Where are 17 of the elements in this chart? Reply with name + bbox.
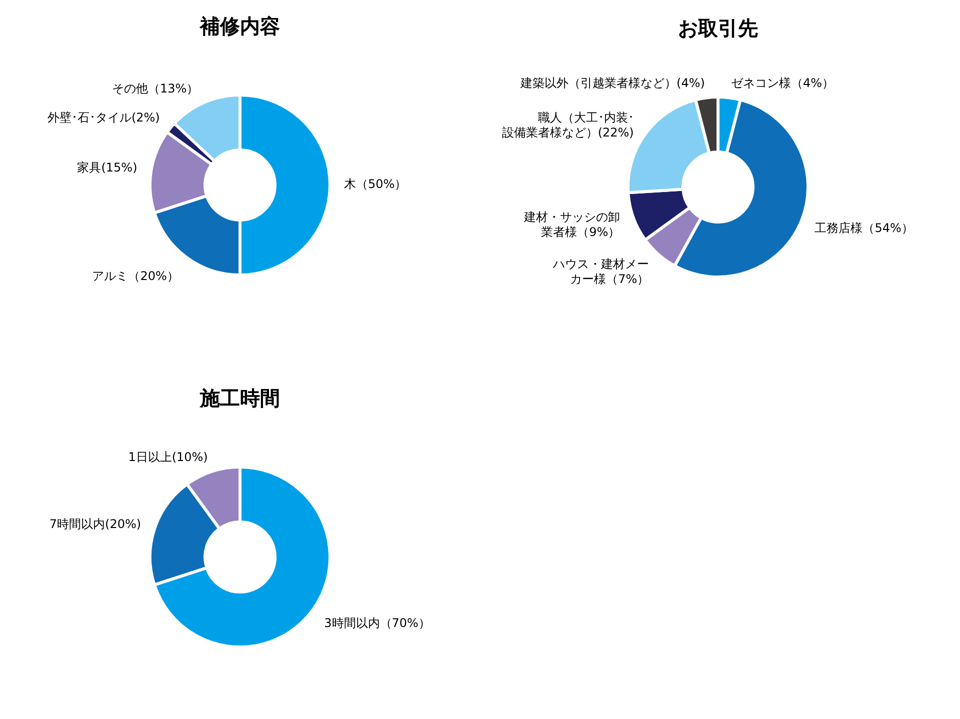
slice-label: アルミ（20%） [92, 270, 179, 284]
slice-label: 1日以上(10%) [128, 450, 208, 464]
slice-label: その他（13%） [112, 82, 199, 96]
chart-title: 補修内容 [199, 14, 280, 38]
slice-label: 建築以外（引越業者様など）(4%) [520, 76, 705, 90]
chart-title: お取引先 [678, 16, 758, 40]
slice-label: ハウス・建材メーカー様（7%） [552, 257, 650, 286]
slice-label: ゼネコン様（4%） [731, 76, 834, 90]
slice-label: 職人（大工･内装･設備業者様など）(22%) [502, 110, 634, 140]
slice-label: 工務店様（54%） [814, 221, 914, 236]
slice-label: 3時間以内（70%） [324, 616, 430, 630]
slice-label: 外壁･石･タイル(2%) [47, 110, 160, 125]
slice-label: 建材・サッシの卸業者様（9%） [523, 210, 620, 240]
slice-label: 木（50%） [344, 177, 407, 192]
chart-title: 施工時間 [199, 386, 280, 410]
slice-label: 7時間以内(20%) [49, 517, 142, 532]
slice-label: 家具(15%) [77, 161, 138, 176]
